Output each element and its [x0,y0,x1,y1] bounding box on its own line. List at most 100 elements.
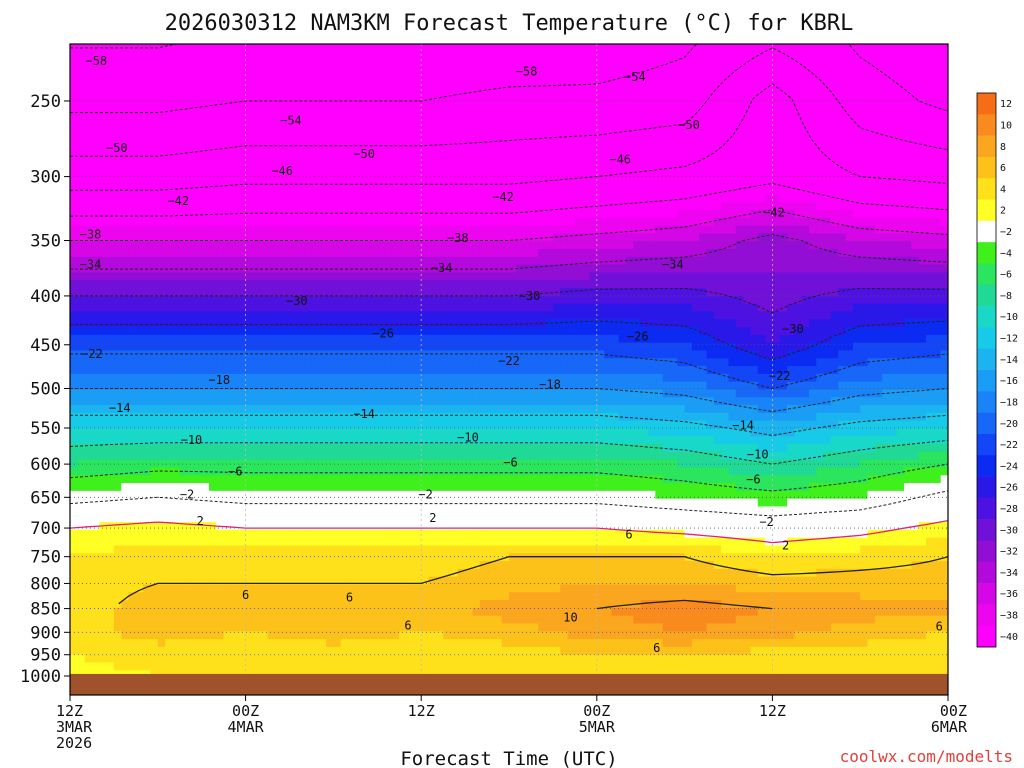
heat-cell [874,155,883,164]
heat-cell [326,202,335,211]
heat-cell [750,233,759,242]
heat-cell [435,241,444,250]
heat-cell [384,178,393,188]
heat-cell [106,272,115,281]
heat-cell [750,186,759,196]
heat-cell [282,241,291,250]
heat-cell [194,241,203,250]
heat-cell [157,280,166,289]
heat-cell [384,171,393,180]
heat-cell [699,139,708,149]
heat-cell [296,178,305,188]
heat-cell [113,233,122,242]
heat-cell [567,264,576,274]
heat-cell [435,61,444,71]
heat-cell [611,139,620,149]
heat-cell [443,44,452,47]
heat-cell [589,178,598,188]
heat-cell [691,100,700,110]
heat-cell [750,288,759,297]
heat-cell [421,249,430,258]
heat-cell [933,44,942,47]
heat-cell [918,194,927,203]
heat-cell [779,163,788,172]
heat-cell [487,194,495,203]
heat-cell [304,44,313,47]
heat-cell [596,54,605,63]
heat-cell [172,44,181,47]
heat-cell [926,77,934,86]
heat-cell [391,256,400,266]
heat-cell [516,163,525,172]
heat-cell [596,280,605,289]
heat-cell [523,163,532,172]
heat-cell [457,171,466,180]
heat-cell [260,288,269,297]
heat-cell [450,295,459,305]
heat-cell [538,272,547,281]
heat-cell [318,202,327,211]
heat-cell [369,108,378,118]
heat-cell [852,210,861,219]
heat-cell [348,256,356,266]
heat-cell [377,225,386,235]
heat-cell [274,202,283,211]
heat-cell [867,69,876,79]
heat-cell [391,124,400,133]
heat-cell [823,139,832,149]
heat-cell [450,249,459,258]
heat-cell [830,116,839,125]
heat-cell [465,249,474,258]
heat-cell [384,147,393,157]
heat-cell [713,116,722,125]
heat-cell [896,225,905,235]
heat-cell [889,233,898,242]
heat-cell [714,0,722,8]
heat-cell [816,124,825,133]
heat-cell [618,249,627,258]
heat-cell [428,93,437,102]
heat-cell [428,108,437,118]
heat-cell [107,7,115,15]
heat-cell [238,0,246,8]
heat-cell [494,61,503,71]
heat-cell [289,202,298,211]
heat-cell [838,217,847,227]
heat-cell [91,44,100,47]
heat-cell [479,225,488,235]
heat-cell [77,0,85,8]
heat-cell [523,256,532,266]
heat-cell [823,241,832,250]
heat-cell [896,155,905,164]
heat-cell [560,295,569,305]
heat-cell [494,163,503,172]
heat-cell [684,155,693,164]
heat-cell [289,61,298,71]
heat-cell [721,225,730,235]
heat-cell [896,77,905,86]
heat-cell [530,44,539,47]
heat-cell [187,155,195,164]
heat-cell [648,241,656,250]
heat-cell [457,241,466,250]
heat-cell [252,171,261,180]
heat-cell [450,280,459,289]
heat-cell [772,61,781,71]
heat-cell [552,61,561,71]
heat-cell [750,280,759,289]
heat-cell [289,210,298,219]
heat-cell [889,202,898,211]
heat-cell [728,264,737,274]
heat-cell [245,280,254,289]
heat-cell [252,46,261,55]
heat-cell [99,44,108,47]
heat-cell [355,147,364,157]
heat-cell [530,163,539,172]
heat-cell [238,256,247,266]
heat-cell [567,108,576,118]
heat-cell [501,186,510,196]
heat-cell [867,108,876,118]
heat-cell [472,256,481,266]
heat-cell [282,54,291,63]
heat-cell [99,31,107,39]
